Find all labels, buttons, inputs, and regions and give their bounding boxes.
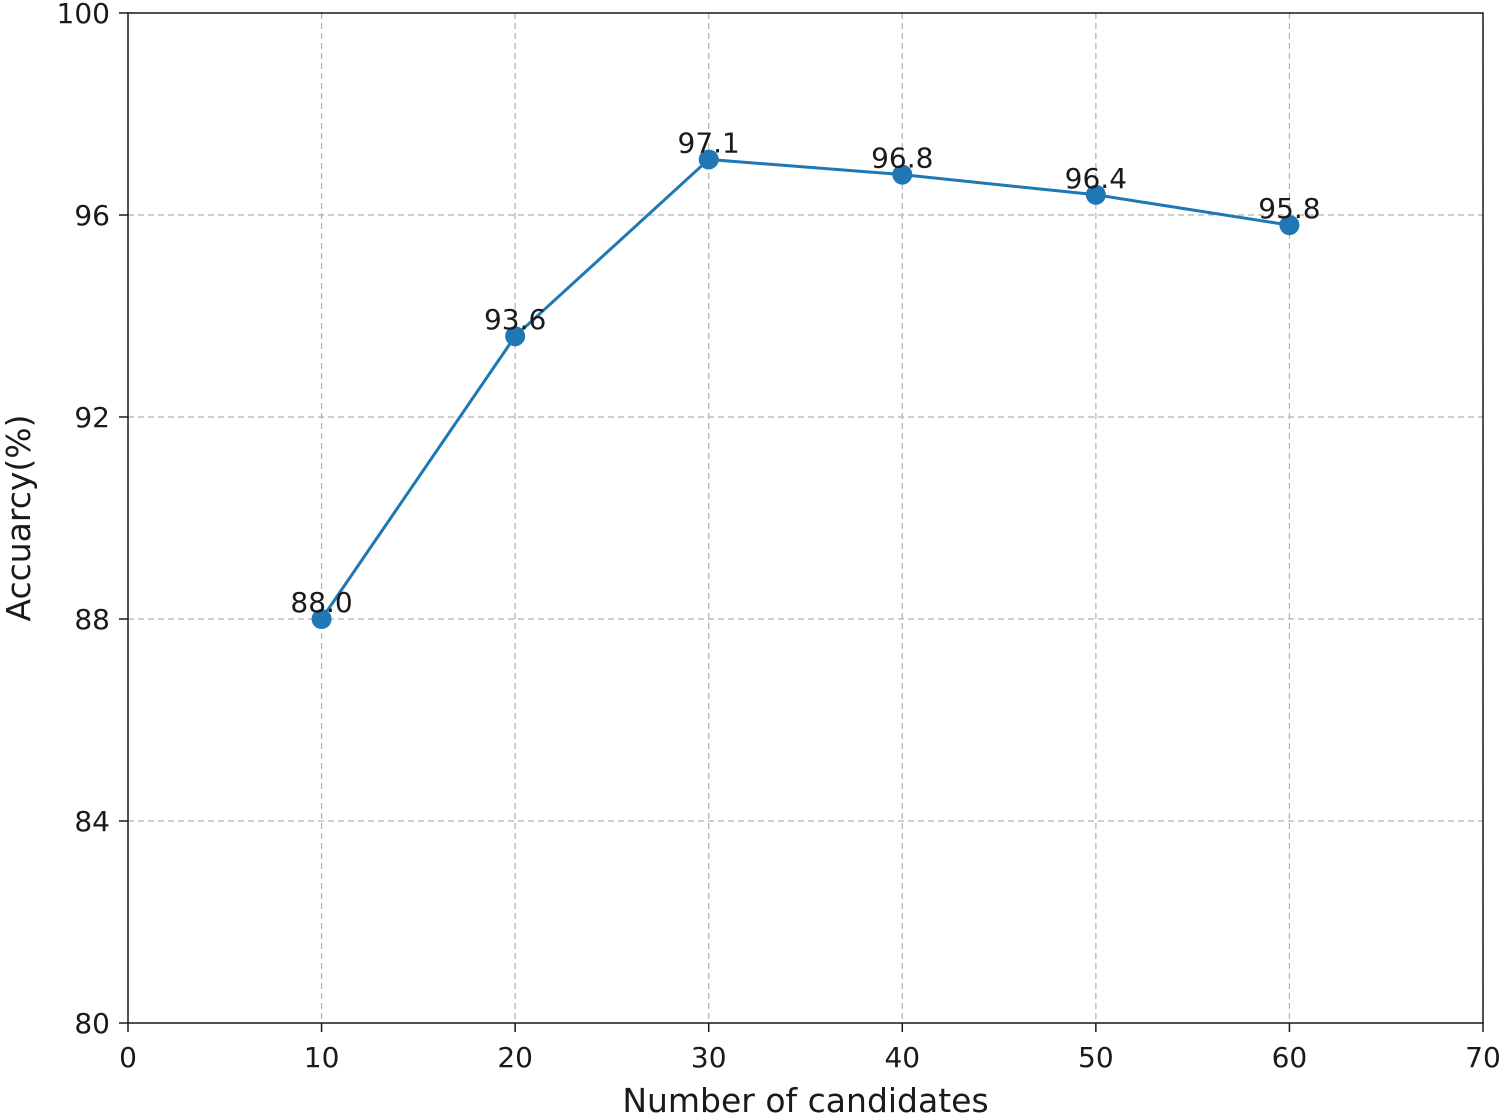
x-axis-title: Number of candidates — [622, 1081, 988, 1117]
axis-ticks: 0 10 20 30 40 50 60 70 80 84 88 92 96 100 — [57, 0, 1501, 1074]
data-label: 96.8 — [871, 142, 933, 175]
data-label: 95.8 — [1258, 192, 1320, 225]
data-point — [1279, 215, 1300, 236]
y-axis-title: Accuarcy(%) — [0, 414, 38, 621]
x-tick-label: 50 — [1078, 1041, 1114, 1074]
data-point — [1085, 184, 1106, 205]
x-tick-label: 70 — [1465, 1041, 1501, 1074]
x-tick-label: 0 — [119, 1041, 137, 1074]
data-point — [698, 149, 719, 170]
y-tick-label: 96 — [74, 199, 110, 232]
y-tick-label: 92 — [74, 401, 110, 434]
grid — [127, 12, 1484, 1024]
y-tick-label: 84 — [74, 805, 110, 838]
x-tick-label: 10 — [304, 1041, 340, 1074]
y-tick-label: 80 — [74, 1007, 110, 1040]
series: 88.0 93.6 97.1 96.8 96.4 95.8 — [290, 126, 1321, 629]
data-label: 97.1 — [678, 126, 740, 159]
data-point — [892, 164, 913, 185]
y-tick-label: 100 — [57, 0, 110, 30]
data-label: 93.6 — [484, 303, 546, 336]
data-point — [311, 609, 332, 629]
x-tick-label: 40 — [884, 1041, 920, 1074]
plot-frame — [127, 12, 1484, 1024]
data-label: 88.0 — [290, 586, 352, 619]
data-point — [505, 326, 526, 347]
data-label: 96.4 — [1065, 162, 1127, 195]
x-tick-label: 60 — [1272, 1041, 1308, 1074]
x-tick-label: 20 — [497, 1041, 533, 1074]
series-line — [320, 157, 1290, 620]
y-tick-label: 88 — [74, 603, 110, 636]
x-tick-label: 30 — [691, 1041, 727, 1074]
